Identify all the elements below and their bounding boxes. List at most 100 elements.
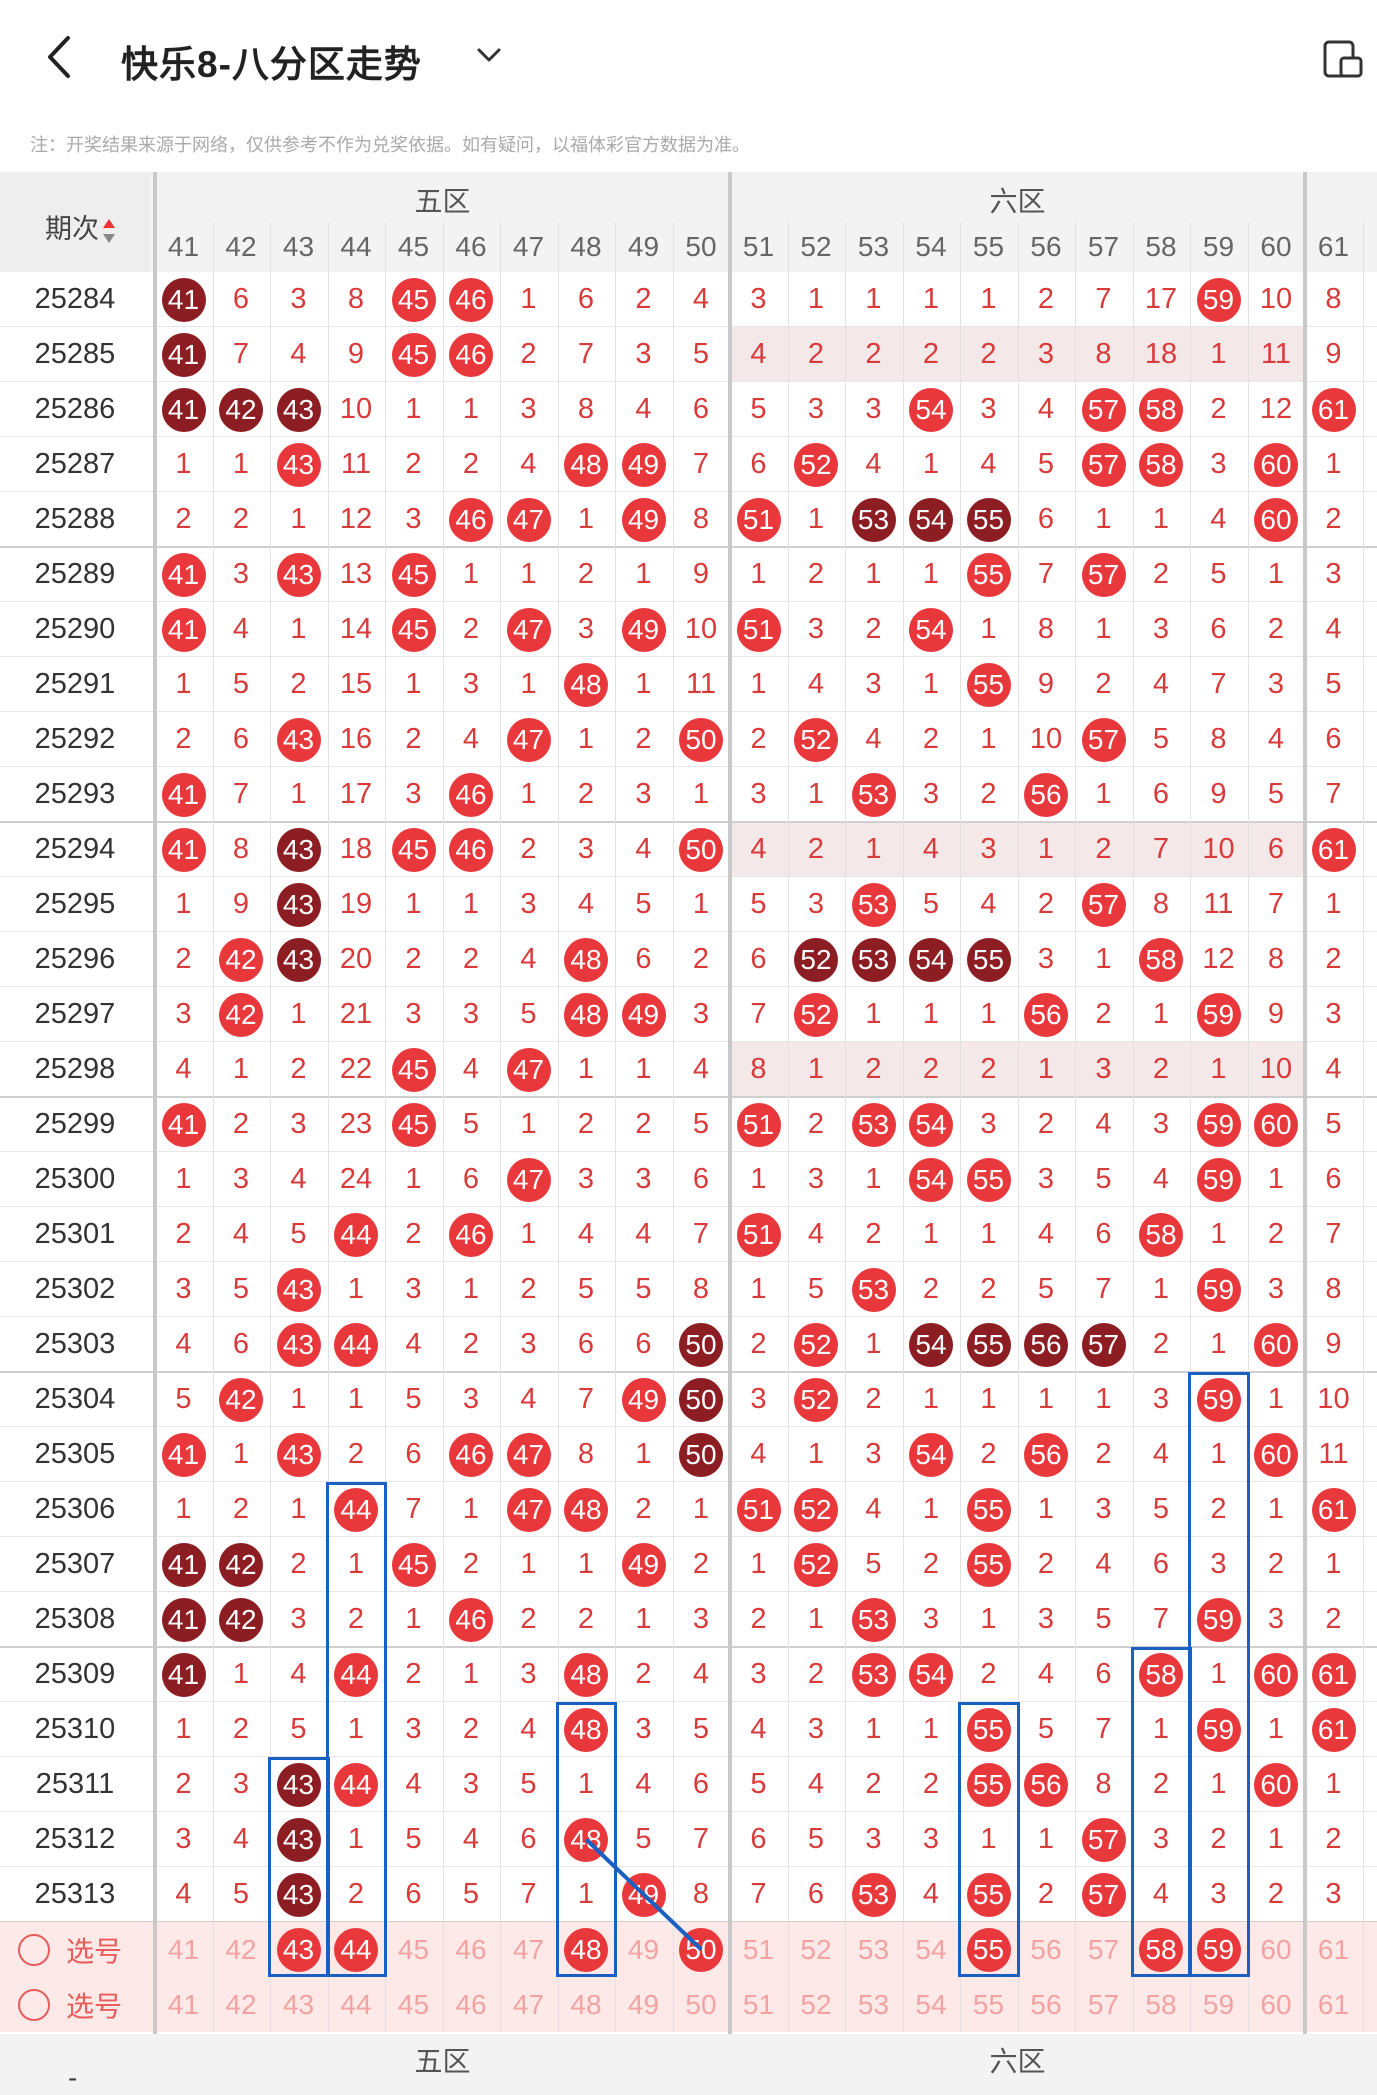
- pick-number[interactable]: 43: [282, 1988, 315, 2020]
- number-ball: 52: [794, 1377, 838, 1422]
- row-divider: [0, 1811, 1377, 1812]
- pick-number[interactable]: 46: [455, 1988, 487, 2020]
- table-cell: 4: [175, 1328, 192, 1360]
- table-cell: 3: [1152, 1108, 1170, 1140]
- pick-number[interactable]: 54: [915, 1988, 947, 2020]
- pick-number[interactable]: 44: [328, 1922, 385, 1977]
- number-ball: 60: [1254, 442, 1298, 487]
- pick-number[interactable]: 53: [857, 1933, 890, 1965]
- pick-number[interactable]: 61: [1317, 1933, 1350, 1965]
- table-cell: 51: [730, 1482, 787, 1537]
- table-cell: 2: [635, 283, 652, 315]
- pick-number[interactable]: 59: [1202, 1988, 1235, 2020]
- pick-number[interactable]: 55: [960, 1922, 1017, 1977]
- pick-number[interactable]: 60: [1260, 1988, 1292, 2020]
- pick-number[interactable]: 47: [512, 1933, 545, 1965]
- period-sort-header[interactable]: 期次: [45, 207, 117, 246]
- table-cell: 43: [270, 382, 327, 437]
- table-cell: 3: [232, 1163, 250, 1195]
- pick-selector[interactable]: 选号: [18, 1922, 148, 1977]
- table-cell: 3: [750, 1658, 767, 1690]
- pick-number[interactable]: 43: [270, 1922, 327, 1977]
- pick-number[interactable]: 56: [1030, 1933, 1062, 1965]
- pick-selector[interactable]: 选号: [18, 1977, 148, 2032]
- table-cell: 9: [1325, 338, 1342, 370]
- pick-ball-selected[interactable]: 50: [679, 1927, 723, 1972]
- pick-number[interactable]: 50: [685, 1988, 717, 2020]
- pick-ball-selected[interactable]: 44: [334, 1927, 378, 1972]
- pick-number[interactable]: 46: [455, 1933, 487, 1965]
- column-divider: [500, 222, 501, 2032]
- column-number: 58: [1145, 231, 1177, 262]
- pick-number[interactable]: 61: [1317, 1988, 1350, 2020]
- pick-number[interactable]: 41: [167, 1933, 200, 1965]
- table-cell: 2: [980, 1658, 997, 1690]
- table-cell: 3: [1210, 1878, 1227, 1910]
- pick-number[interactable]: 57: [1087, 1933, 1120, 1965]
- pick-number[interactable]: 51: [742, 1933, 775, 1965]
- table-cell: 50: [673, 712, 730, 767]
- number-ball: 53: [851, 772, 896, 817]
- pick-number[interactable]: 58: [1145, 1988, 1177, 2020]
- pick-ball-selected[interactable]: 59: [1196, 1927, 1241, 1972]
- column-divider: [1303, 172, 1307, 2094]
- table-cell: 5: [865, 1548, 882, 1580]
- table-cell: 5: [1152, 723, 1170, 755]
- pick-number[interactable]: 42: [225, 1933, 257, 1965]
- column-divider: [270, 222, 271, 2032]
- chevron-left-icon[interactable]: [40, 32, 80, 82]
- pick-number[interactable]: 42: [225, 1988, 257, 2020]
- pick-number[interactable]: 60: [1260, 1933, 1292, 1965]
- period-label: 25293: [34, 778, 116, 810]
- row-divider: [0, 436, 1377, 437]
- table-cell: 7: [1267, 888, 1285, 920]
- table-cell: 1: [922, 1713, 940, 1745]
- pick-number[interactable]: 53: [857, 1988, 890, 2020]
- number-ball: 58: [1139, 1212, 1183, 1257]
- pick-number[interactable]: 41: [167, 1988, 200, 2020]
- number-ball: 52: [794, 1487, 838, 1532]
- chevron-down-icon[interactable]: [474, 40, 504, 70]
- pick-number[interactable]: 47: [512, 1988, 545, 2020]
- pick-number[interactable]: 52: [800, 1933, 832, 1965]
- number-ball: 56: [1024, 772, 1068, 817]
- radio-icon[interactable]: [18, 1988, 50, 2021]
- number-ball: 43: [276, 1322, 321, 1367]
- table-cell: 10: [684, 613, 718, 645]
- table-cell: 3: [520, 1328, 537, 1360]
- pick-ball-selected[interactable]: 58: [1139, 1927, 1183, 1972]
- pick-number[interactable]: 57: [1087, 1988, 1120, 2020]
- table-cell: 2: [1325, 1823, 1342, 1855]
- pick-number[interactable]: 49: [627, 1988, 660, 2020]
- pick-number[interactable]: 45: [397, 1933, 430, 1965]
- table-cell: 2: [1210, 393, 1227, 425]
- table-cell: 47: [500, 712, 557, 767]
- pick-number[interactable]: 45: [397, 1988, 430, 2020]
- pick-number[interactable]: 50: [673, 1922, 730, 1977]
- row-divider: [0, 601, 1377, 602]
- number-ball: 45: [391, 277, 436, 322]
- radio-icon[interactable]: [18, 1933, 50, 1966]
- pick-number[interactable]: 59: [1190, 1922, 1247, 1977]
- table-cell: 48: [558, 932, 615, 987]
- pick-ball-selected[interactable]: 55: [966, 1927, 1011, 1972]
- table-cell: 2: [232, 1493, 250, 1525]
- pick-number[interactable]: 48: [570, 1988, 602, 2020]
- pick-ball-selected[interactable]: 43: [276, 1927, 321, 1972]
- table-cell: 5: [1210, 558, 1227, 590]
- device-icon[interactable]: [1322, 38, 1364, 80]
- table-cell: 1: [635, 1438, 652, 1470]
- number-ball: 59: [1196, 1102, 1241, 1147]
- pick-number[interactable]: 54: [915, 1933, 947, 1965]
- pick-number[interactable]: 58: [1133, 1922, 1190, 1977]
- pick-number[interactable]: 55: [972, 1988, 1005, 2020]
- pick-number[interactable]: 44: [340, 1988, 372, 2020]
- pick-number[interactable]: 51: [742, 1988, 775, 2020]
- pick-number[interactable]: 52: [800, 1988, 832, 2020]
- pick-number[interactable]: 49: [627, 1933, 660, 1965]
- period-label: 25306: [34, 1493, 116, 1525]
- pick-number[interactable]: 56: [1030, 1988, 1062, 2020]
- table-cell: 52: [788, 1317, 845, 1372]
- table-cell: 2: [232, 1713, 250, 1745]
- table-cell: 54: [903, 932, 960, 987]
